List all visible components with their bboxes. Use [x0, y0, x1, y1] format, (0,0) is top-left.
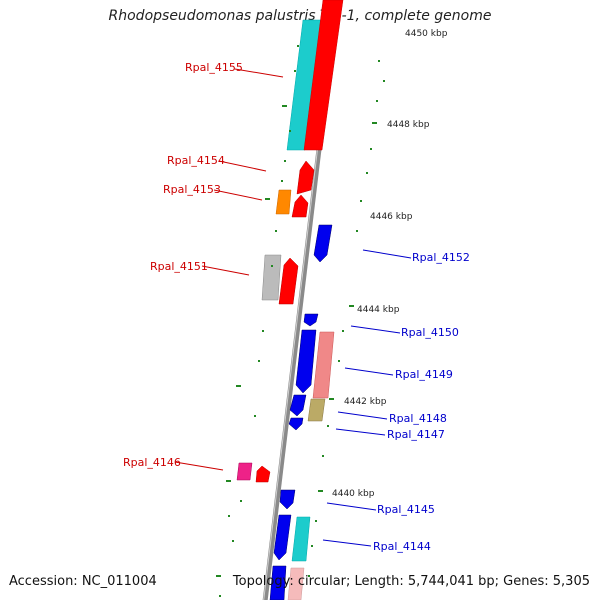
accession-label: Accession: NC_011004 [9, 574, 157, 589]
forward-gene-labels: Rpal_4155 Rpal_4154 Rpal_4153 Rpal_4151 … [123, 61, 284, 471]
gene-label-rpal-4152[interactable]: Rpal_4152 [412, 251, 470, 264]
gene-label-rpal-4144[interactable]: Rpal_4144 [373, 540, 431, 553]
gene-block-rpal-4151-gray[interactable] [261, 254, 282, 301]
gene-label-rpal-4147[interactable]: Rpal_4147 [387, 428, 445, 441]
gene-label-rpal-4148[interactable]: Rpal_4148 [389, 412, 447, 425]
gene-label-rpal-4146[interactable]: Rpal_4146 [123, 456, 181, 469]
gene-label-rpal-4155[interactable]: Rpal_4155 [185, 61, 243, 74]
gene-arrow-rpal-4152[interactable] [313, 224, 333, 263]
gene-label-rpal-4150[interactable]: Rpal_4150 [401, 326, 459, 339]
gene-block-rpal-4144-cyan[interactable] [291, 516, 311, 562]
tick-label-4450: 4450 kbp [405, 29, 448, 39]
gene-arrow-rpal-4150[interactable] [303, 313, 319, 327]
gene-label-rpal-4154[interactable]: Rpal_4154 [167, 154, 225, 167]
gene-arrow-rpal-4144-blue[interactable] [273, 514, 292, 561]
gene-block-bottom-blue [269, 565, 287, 600]
gene-label-rpal-4145[interactable]: Rpal_4145 [377, 503, 435, 516]
reverse-gene-labels: Rpal_4152 Rpal_4150 Rpal_4149 Rpal_4148 … [322, 249, 470, 553]
tick-label-4440: 4440 kbp [332, 489, 375, 499]
gene-block-rpal-4149-pink[interactable] [312, 331, 335, 399]
gene-arrow-rpal-4149-blue[interactable] [295, 329, 317, 394]
gc-track-outer [308, 60, 385, 577]
gene-arrow-rpal-4154[interactable] [296, 160, 315, 195]
tick-label-4444: 4444 kbp [357, 305, 400, 315]
gene-block-bottom-pink [287, 567, 305, 600]
gene-arrow-rpal-4148-blue[interactable] [289, 394, 307, 417]
gene-arrow-rpal-4147[interactable] [288, 417, 304, 431]
map-title: Rhodopseudomonas palustris TIE-1, comple… [108, 8, 492, 24]
gene-arrow-rpal-4153-red[interactable] [291, 194, 309, 218]
tick-label-4442: 4442 kbp [344, 397, 387, 407]
gene-block-rpal-4148-olive[interactable] [307, 398, 326, 422]
gene-block-rpal-4155-red[interactable] [303, 0, 344, 151]
gc-track-inner [216, 45, 299, 597]
gene-label-rpal-4151[interactable]: Rpal_4151 [150, 260, 208, 273]
gene-arrow-rpal-4145[interactable] [279, 489, 296, 510]
gene-block-rpal-4146-magenta[interactable] [236, 462, 253, 481]
gene-block-rpal-4153-orange[interactable] [275, 189, 292, 215]
gene-label-rpal-4149[interactable]: Rpal_4149 [395, 368, 453, 381]
gene-arrow-rpal-4146-red[interactable] [255, 465, 271, 483]
tick-label-4446: 4446 kbp [370, 212, 413, 222]
gene-label-rpal-4153[interactable]: Rpal_4153 [163, 183, 221, 196]
gene-arrow-rpal-4151-red[interactable] [278, 257, 299, 305]
genome-summary: Topology: circular; Length: 5,744,041 bp… [232, 574, 590, 589]
tick-label-4448: 4448 kbp [387, 120, 430, 130]
